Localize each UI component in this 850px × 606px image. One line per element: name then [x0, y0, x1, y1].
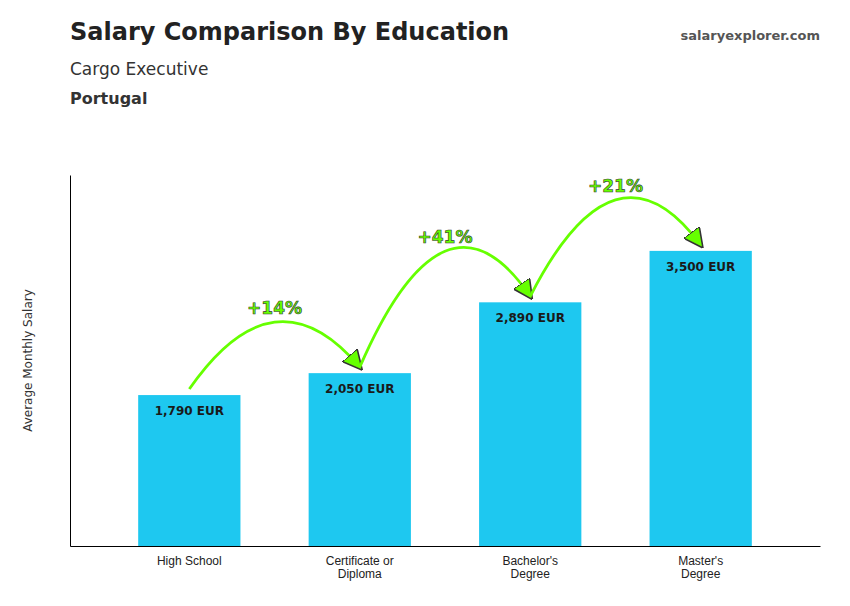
tick-label: Certificate orDiploma [326, 554, 394, 582]
data-label: 3,500 EUR [666, 260, 735, 274]
bar [650, 251, 752, 546]
axis-line [70, 176, 71, 547]
x-axis: High School Certificate orDiploma Bachelor… [71, 547, 821, 582]
y-axis [70, 176, 71, 547]
tick-label: High School [157, 554, 222, 568]
change-arrow [189, 322, 359, 389]
change-arrow [360, 247, 530, 367]
data-label: 1,790 EUR [155, 404, 224, 418]
change-label: +41% [418, 227, 473, 247]
data-label: 2,050 EUR [325, 382, 394, 396]
change-label: +14% [247, 298, 302, 318]
change-arrows: +14% +41% +21% [189, 176, 700, 389]
plot: High School Certificate orDiploma Bachelor… [71, 176, 821, 582]
bars [138, 251, 752, 546]
chart: Salary Comparison By Education Cargo Exec… [0, 0, 850, 606]
data-label: 2,890 EUR [496, 311, 565, 325]
change-label: +21% [588, 176, 643, 196]
annotation: Portugal [70, 89, 147, 108]
tick-label: Bachelor'sDegree [502, 554, 558, 582]
tick: Certificate orDiploma [326, 554, 394, 582]
tick: Bachelor'sDegree [502, 554, 558, 582]
bar [479, 302, 581, 546]
y-axis-label: Average Monthly Salary [21, 289, 35, 432]
annotation: salaryexplorer.com [681, 28, 820, 43]
subtitle: Cargo Executive [70, 59, 208, 79]
axis-line [71, 546, 821, 547]
bar [138, 395, 240, 546]
tick-label: Master'sDegree [678, 554, 723, 582]
change-arrow [530, 198, 700, 297]
title: Salary Comparison By Education [70, 18, 509, 46]
tick: Master'sDegree [678, 554, 723, 582]
bar [309, 373, 411, 546]
tick: High School [157, 554, 222, 568]
